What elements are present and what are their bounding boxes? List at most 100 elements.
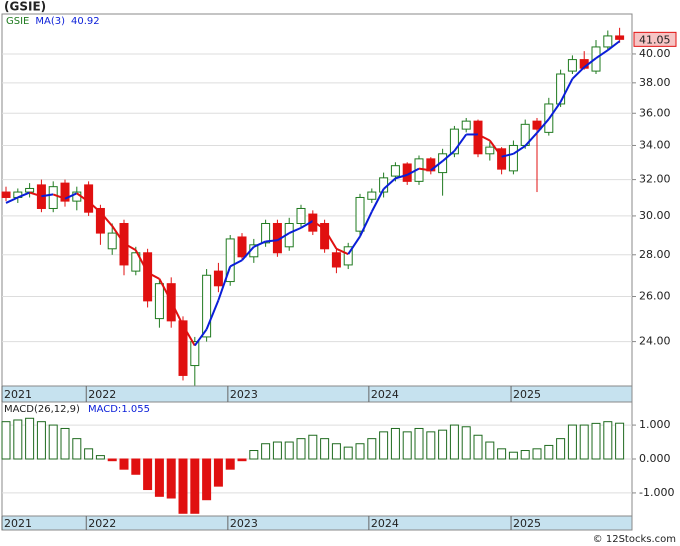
candle-body <box>143 252 153 302</box>
candle-body <box>485 146 495 155</box>
candle-body <box>296 207 306 224</box>
candle-body <box>202 274 212 338</box>
x-tick-label: 2024 <box>371 388 399 401</box>
macd-bar <box>225 458 235 470</box>
candle-body <box>25 187 35 193</box>
ma-line <box>335 247 349 256</box>
candle-body <box>426 158 436 172</box>
macd-bar <box>143 458 153 491</box>
candle-body <box>154 283 164 320</box>
macd-bar <box>615 422 625 460</box>
macd-bar <box>107 458 117 462</box>
ma-line <box>406 167 420 176</box>
candle-body <box>261 222 271 244</box>
x-tick-label: 2023 <box>230 517 258 530</box>
macd-bar <box>331 443 341 460</box>
macd-bar <box>579 424 589 460</box>
ma-line <box>312 220 326 231</box>
ma-value: 40.92 <box>71 16 100 27</box>
macd-bar <box>190 458 200 514</box>
candle-body <box>131 252 141 272</box>
ma-line <box>382 177 397 190</box>
ma-name: MA(3) <box>35 16 65 27</box>
ma-line <box>595 49 609 60</box>
macd-bar <box>95 455 105 460</box>
ma-line <box>370 188 385 213</box>
ma-line <box>147 271 160 280</box>
macd-bar <box>591 422 601 460</box>
macd-bar <box>202 458 212 501</box>
candle-body <box>473 120 483 155</box>
candle-body <box>190 341 200 367</box>
ma-line <box>512 145 526 155</box>
price-legend: GSIE MA(3) 40.92 <box>6 16 100 27</box>
ma-line <box>111 225 125 244</box>
candle-body <box>48 186 58 209</box>
candle-body <box>497 148 507 170</box>
candle-body <box>178 320 188 376</box>
y-tick-label: 28.00 <box>639 248 671 261</box>
x-tick-label: 2021 <box>4 517 32 530</box>
ma-line <box>359 211 373 237</box>
macd-bar <box>556 438 566 460</box>
macd-bar <box>567 424 577 460</box>
ma-line <box>170 301 184 326</box>
symbol: GSIE <box>6 16 29 27</box>
macd-bar <box>166 458 176 499</box>
candle-body <box>1 191 11 198</box>
y-tick-label: 32.00 <box>639 173 671 186</box>
ma-line <box>253 240 267 248</box>
ma-line <box>501 152 514 158</box>
ma-line <box>453 133 468 152</box>
macd-bar <box>438 429 448 460</box>
candle-body <box>367 191 377 200</box>
ma-line <box>194 328 208 347</box>
macd-bar <box>473 434 483 460</box>
ma-line <box>182 324 196 347</box>
ma-line <box>17 191 30 199</box>
macd-bar <box>36 421 46 460</box>
macd-bar <box>544 444 554 460</box>
x-tick-label: 2025 <box>513 517 541 530</box>
macd-bar <box>272 441 282 460</box>
ma-line <box>395 173 408 180</box>
macd-bar <box>72 438 82 460</box>
candle-body <box>343 246 353 266</box>
x-tick-label: 2024 <box>371 517 399 530</box>
macd-bar <box>508 451 518 460</box>
candle-body <box>60 182 70 202</box>
macd-bar <box>343 446 353 460</box>
x-tick-label: 2023 <box>230 388 258 401</box>
ma-line <box>489 139 503 158</box>
y-tick-label: 26.00 <box>639 290 671 303</box>
macd-bar <box>603 421 613 460</box>
candle-body <box>556 73 566 105</box>
ma-line <box>583 57 597 68</box>
candle-body <box>461 120 471 130</box>
candle-body <box>532 120 542 130</box>
last-price: 41.05 <box>639 33 671 46</box>
ma-line <box>265 239 278 243</box>
candle-body <box>95 207 105 234</box>
macd-bar <box>320 438 330 460</box>
macd-bar <box>131 458 141 475</box>
last-price-box <box>633 31 677 47</box>
candle-body <box>213 270 223 287</box>
ma-line <box>41 193 54 198</box>
ma-line <box>205 299 220 330</box>
y-tick-label: 40.00 <box>639 47 671 60</box>
x-tick-label: 2022 <box>88 388 116 401</box>
ma-line <box>323 228 338 250</box>
chart-title: (GSIE) <box>4 0 46 14</box>
macd-name: MACD(26,12,9) <box>4 404 80 415</box>
candle-body <box>331 252 341 268</box>
ma-line <box>29 191 42 198</box>
ma-line <box>276 232 290 242</box>
ma-line <box>52 193 66 200</box>
macd-bar <box>60 427 70 460</box>
ma-line <box>134 249 149 274</box>
macd-bar <box>213 458 223 487</box>
candle-body <box>390 165 400 177</box>
macd-bar <box>532 448 542 460</box>
macd-bar <box>154 458 164 497</box>
